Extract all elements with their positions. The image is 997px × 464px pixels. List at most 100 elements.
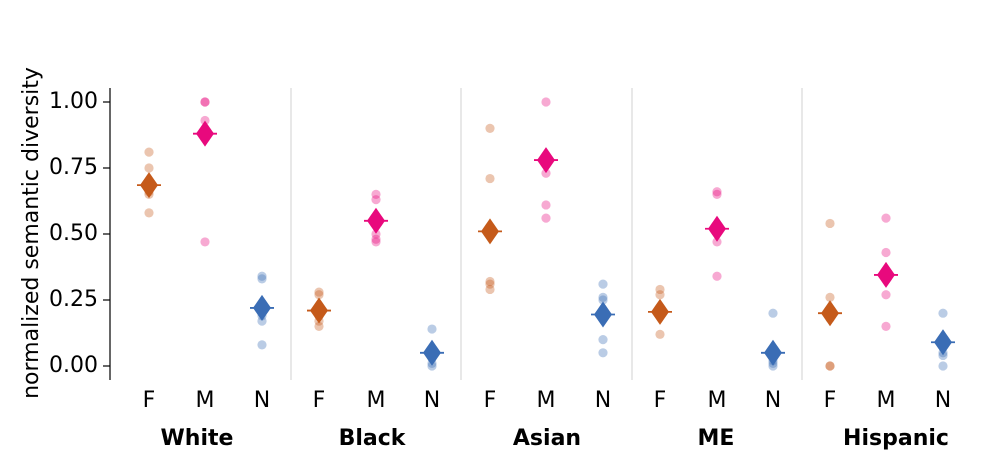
data-points [144, 97, 948, 371]
data-point [314, 287, 324, 297]
mean-diamond [423, 339, 441, 366]
data-point [200, 97, 210, 107]
data-point [768, 308, 778, 318]
data-point [257, 340, 267, 350]
data-point [655, 290, 665, 300]
mean-diamond [140, 172, 158, 199]
y-tick-label: 0.50 [49, 221, 98, 246]
group-separators [290, 88, 803, 380]
y-tick-label: 1.00 [49, 89, 98, 114]
x-tick-label: M [877, 388, 896, 413]
data-point [655, 329, 665, 339]
data-point [825, 361, 835, 371]
x-tick-label: N [765, 388, 781, 413]
mean-diamond [253, 294, 271, 321]
data-point [427, 361, 437, 371]
y-axis-title: normalized semantic diversity [19, 67, 44, 399]
data-point [881, 290, 891, 300]
data-point [144, 163, 154, 173]
data-point [427, 324, 437, 334]
mean-diamond [367, 207, 385, 234]
x-tick-label: F [484, 388, 497, 413]
y-axis: 0.00 0.25 0.50 0.75 1.00 [49, 88, 111, 380]
mean-diamond [764, 339, 782, 366]
data-point [712, 237, 722, 247]
data-point [541, 168, 551, 178]
mean-diamond [481, 218, 499, 245]
data-point [598, 279, 608, 289]
mean-diamond [877, 261, 895, 288]
mean-markers [137, 120, 955, 366]
group-label: Asian [513, 426, 581, 451]
x-tick-label: N [595, 388, 611, 413]
group-label: ME [698, 426, 735, 451]
data-point [200, 97, 210, 107]
data-point [825, 361, 835, 371]
data-point [768, 361, 778, 371]
group-label: Hispanic [843, 426, 949, 451]
data-point [314, 321, 324, 331]
data-point [485, 123, 495, 133]
data-point [485, 276, 495, 287]
data-point [257, 316, 267, 326]
group-label: Black [339, 426, 407, 451]
data-point [541, 97, 551, 107]
x-tick-label: N [935, 388, 951, 413]
data-point [598, 292, 608, 302]
data-point [371, 229, 381, 239]
x-tick-label: F [143, 388, 156, 413]
data-point [257, 274, 267, 284]
x-tick-label: M [367, 388, 386, 413]
mean-diamond [594, 301, 612, 328]
data-point [257, 271, 267, 281]
data-point [371, 189, 381, 199]
data-point [371, 234, 381, 244]
data-point [938, 350, 948, 361]
data-point [598, 295, 608, 305]
data-point [144, 147, 154, 157]
x-tick-label: F [654, 388, 667, 413]
y-tick-label: 0.00 [49, 353, 98, 378]
data-point [881, 321, 891, 331]
mean-diamond [708, 215, 726, 242]
x-tick-label: M [708, 388, 727, 413]
y-tick-label: 0.75 [49, 155, 98, 180]
mean-diamond [934, 329, 952, 356]
x-tick-label: N [254, 388, 270, 413]
x-tick-label: F [824, 388, 837, 413]
data-point [200, 115, 210, 126]
mean-diamond [821, 300, 839, 327]
data-point [485, 279, 495, 289]
data-point [371, 237, 381, 247]
data-point [938, 308, 948, 318]
x-tick-label: M [537, 388, 556, 413]
data-point [655, 284, 665, 295]
mean-diamond [537, 147, 555, 174]
data-point [881, 213, 891, 223]
data-point [485, 284, 495, 295]
x-tick-label: M [196, 388, 215, 413]
data-point [144, 208, 154, 218]
data-point [938, 361, 948, 371]
data-point [881, 247, 891, 258]
data-point [712, 271, 722, 281]
data-point [598, 335, 608, 345]
data-point [371, 195, 381, 205]
data-point [712, 189, 722, 199]
data-point [598, 348, 608, 358]
y-tick-label: 0.25 [49, 287, 98, 312]
data-point [712, 187, 722, 197]
data-point [541, 200, 551, 210]
mean-diamond [651, 298, 669, 325]
data-point [314, 290, 324, 300]
data-point [485, 173, 495, 184]
group-label: White [161, 426, 234, 451]
data-point [541, 213, 551, 223]
mean-diamond [310, 297, 328, 324]
data-point [825, 218, 835, 229]
data-point [825, 292, 835, 302]
x-tick-label: F [313, 388, 326, 413]
x-tick-label: N [424, 388, 440, 413]
